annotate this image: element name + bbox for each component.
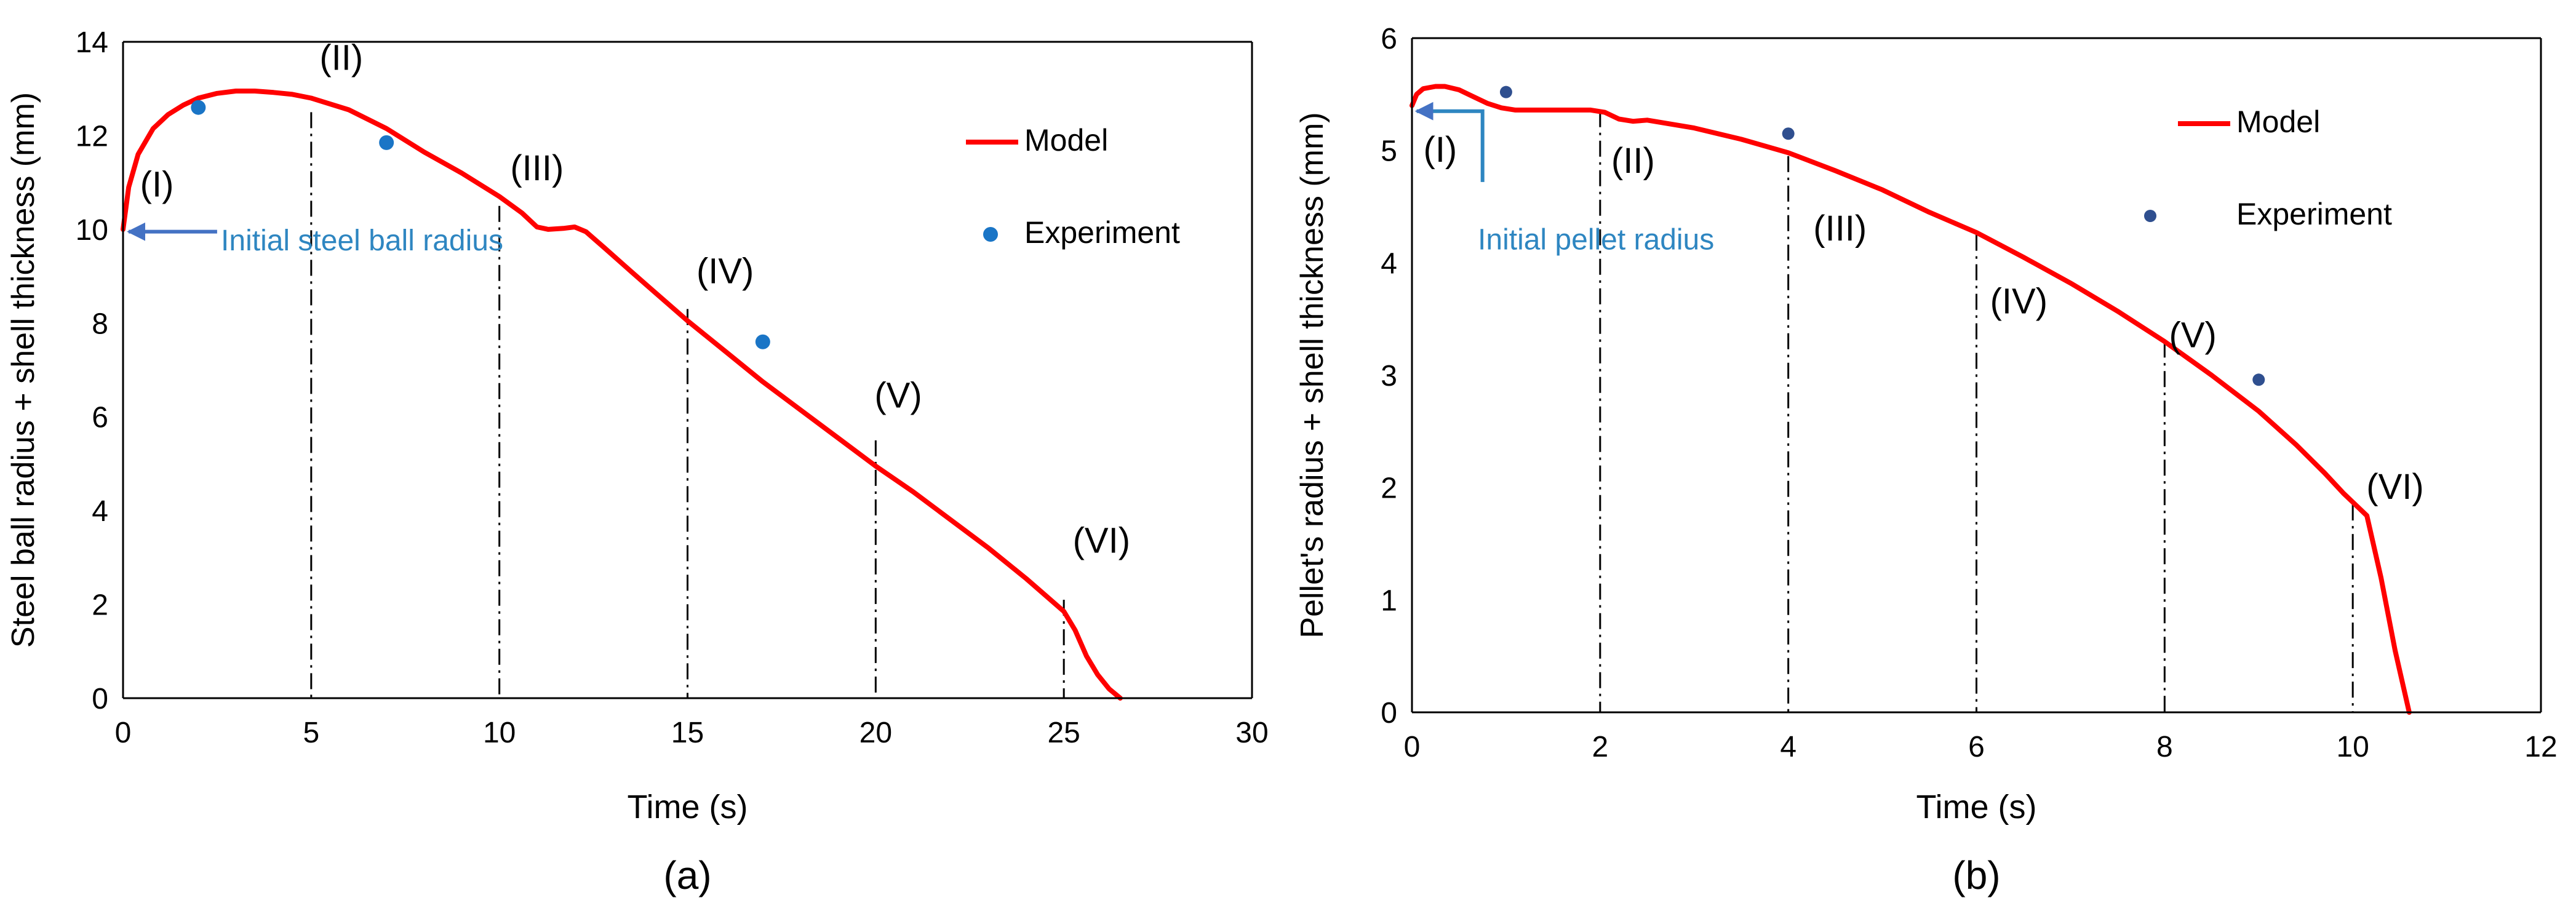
phase-label: (VI) [2366,467,2423,507]
x-tick-label: 0 [1404,731,1421,763]
panel-b-annotation: Initial pellet radius [1414,101,1714,256]
x-tick-label: 25 [1047,717,1080,749]
y-tick-label: 2 [1381,472,1397,505]
panel-a-annotation: Initial steel ball radius [127,222,503,257]
initial-radius-annotation: Initial pellet radius [1478,223,1714,256]
x-tick-label: 30 [1235,717,1268,749]
initial-radius-arrow [1414,101,1485,182]
phase-label: (II) [1611,141,1655,181]
phase-label: (IV) [696,252,754,292]
y-axis-title: Steel ball radius + shell thickness (mm) [6,92,41,648]
phase-label: (III) [1813,209,1867,249]
x-axis-title: Time (s) [628,789,748,825]
x-tick-label: 5 [303,717,319,749]
y-tick-label: 0 [1381,697,1397,730]
phase-label: (II) [319,38,363,78]
panel-b-legend: Model Experiment [2144,105,2392,231]
experiment-point [379,135,394,150]
x-tick-label: 10 [2336,731,2369,763]
y-tick-label: 10 [76,214,108,247]
y-axis-title: Pellet's radius + shell thickness (mm) [1294,112,1330,638]
experiment-point [1499,86,1512,98]
x-tick-label: 20 [859,717,892,749]
panel-caption: (a) [663,853,711,897]
x-tick-label: 8 [2156,731,2173,763]
legend-experiment-swatch [983,227,998,242]
panel-a-legend: Model Experiment [966,123,1180,250]
y-tick-label: 4 [92,495,108,528]
panel-b-experiment-series [1499,86,2265,386]
phase-label: (III) [510,148,564,188]
legend-experiment-swatch [2144,210,2156,222]
y-tick-label: 12 [76,120,108,153]
y-tick-label: 6 [92,402,108,434]
panel-b-model-series [1410,84,2412,715]
phase-label: (V) [874,375,922,415]
panel-a-phase-labels: (I) (II) (III) (IV) (V) (VI) [140,38,1130,561]
experiment-point [1782,127,1795,140]
panel-b-phase-labels: (I) (II) (III) (IV) (V) (VI) [1424,130,2424,507]
experiment-point [191,100,206,115]
x-tick-label: 2 [1592,731,1608,763]
y-tick-label: 0 [92,683,108,715]
initial-radius-annotation: Initial steel ball radius [221,225,503,257]
phase-label: (I) [1424,130,1457,170]
legend-model-label: Model [2236,105,2320,139]
legend-experiment-label: Experiment [2236,197,2392,231]
x-tick-label: 0 [115,717,132,749]
phase-label: (I) [140,165,174,205]
phase-label: (IV) [1990,282,2048,322]
panel-a-model-series [121,89,1123,701]
model-line [121,89,1123,701]
y-tick-label: 8 [92,308,108,340]
x-tick-label: 4 [1780,731,1796,763]
x-tick-label: 15 [671,717,704,749]
panel-a-axes [122,41,1253,699]
panel-a-phase-lines [310,112,1065,698]
y-tick-label: 14 [76,26,108,59]
panel-a-tick-labels: 0 5 10 15 20 25 30 0 2 4 6 8 10 12 14 [76,26,1269,749]
panel-caption: (b) [1952,853,2000,897]
experiment-point [755,334,770,349]
y-tick-label: 5 [1381,135,1397,168]
y-tick-label: 2 [92,589,108,622]
phase-label: (VI) [1073,521,1130,561]
x-tick-label: 12 [2524,731,2557,763]
panel-a-experiment-series [191,100,770,349]
phase-label: (V) [2169,315,2217,355]
legend-model-label: Model [1024,123,1108,157]
y-tick-label: 1 [1381,584,1397,617]
panel-a-chart: 0 5 10 15 20 25 30 0 2 4 6 8 10 12 14 (I) (II) (III) (IV)… [6,26,1269,897]
x-tick-label: 6 [1968,731,1985,763]
legend-experiment-label: Experiment [1024,215,1180,250]
x-axis-title: Time (s) [1916,789,2037,825]
model-line [1410,84,2412,715]
x-tick-label: 10 [483,717,516,749]
experiment-point [2252,373,2265,386]
panel-b-axes [1411,37,2542,714]
y-tick-label: 6 [1381,23,1397,55]
y-tick-label: 4 [1381,247,1397,280]
y-tick-label: 3 [1381,360,1397,392]
